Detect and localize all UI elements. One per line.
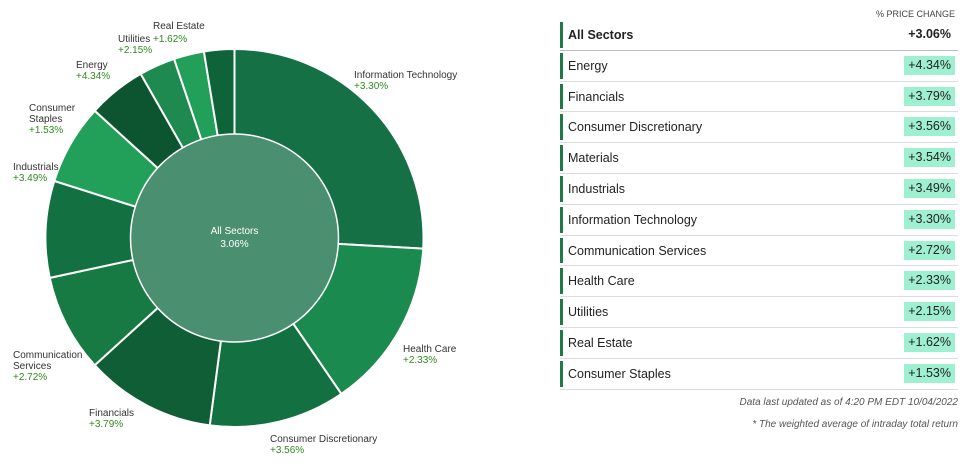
row-accent-bar: [560, 52, 563, 79]
price-change-value: +2.33%: [904, 271, 955, 291]
row-accent-bar: [560, 268, 563, 295]
label-communication-services: Communication Services +2.72%: [13, 350, 82, 383]
price-change-value: +3.06%: [908, 27, 951, 41]
sector-donut-chart: All Sectors 3.06% Information Technology…: [13, 21, 457, 456]
price-change-value: +1.62%: [904, 332, 955, 352]
center-disc[interactable]: [129, 133, 340, 343]
label-information-technology: Information Technology +3.30%: [354, 70, 457, 92]
label-utilities: Utilities +2.15%: [118, 34, 152, 56]
sector-name: Energy: [568, 58, 608, 73]
price-change-value: +3.79%: [904, 86, 955, 106]
sector-table: % PRICE CHANGE All Sectors +3.06% Energy +4…: [560, 8, 958, 390]
sector-name: Utilities: [568, 305, 609, 320]
sector-name: Consumer Discretionary: [568, 120, 703, 135]
price-change-value: +3.56%: [904, 117, 955, 137]
row-accent-bar: [560, 360, 563, 387]
row-accent-bar: [560, 299, 563, 325]
sector-name: Financials: [568, 89, 625, 104]
table-row[interactable]: Utilities +2.15%: [560, 297, 958, 328]
sector-name: Materials: [568, 151, 619, 166]
sector-name: Information Technology: [568, 212, 698, 227]
table-row[interactable]: Consumer Staples +1.53%: [560, 359, 958, 390]
price-change-value: +4.34%: [904, 55, 955, 75]
table-row[interactable]: Financials +3.79%: [560, 82, 958, 113]
table-row[interactable]: Communication Services +2.72%: [560, 236, 958, 267]
row-accent-bar: [560, 175, 563, 202]
row-accent-bar: [560, 145, 563, 171]
label-energy: Energy +4.34%: [76, 60, 110, 82]
sector-name: Real Estate: [568, 335, 633, 350]
sector-name: Consumer Staples: [568, 366, 671, 381]
table-row[interactable]: Real Estate +1.62%: [560, 328, 958, 359]
row-accent-bar: [560, 329, 563, 356]
center-label: All Sectors: [211, 226, 259, 237]
table-row-total[interactable]: All Sectors +3.06%: [560, 20, 958, 51]
price-change-value: +1.53%: [904, 363, 955, 383]
sector-name: Industrials: [568, 181, 625, 196]
table-row[interactable]: Materials +3.54%: [560, 143, 958, 174]
footer: Data last updated as of 4:20 PM EDT 10/0…: [740, 396, 958, 440]
column-header: % PRICE CHANGE: [875, 9, 955, 19]
row-accent-bar: [560, 83, 563, 110]
table-row[interactable]: Industrials +3.49%: [560, 174, 958, 205]
sector-name: Communication Services: [568, 243, 707, 258]
row-accent-bar: [560, 237, 563, 264]
price-change-value: +3.49%: [904, 178, 955, 198]
price-change-value: +2.15%: [904, 302, 955, 322]
label-consumer-discretionary: Consumer Discretionary +3.56%: [270, 434, 377, 456]
table-row[interactable]: Consumer Discretionary +3.56%: [560, 112, 958, 144]
sector-name: Health Care: [568, 274, 635, 289]
label-financials: Financials +3.79%: [89, 408, 134, 430]
row-accent-bar: [560, 114, 563, 141]
price-change-value: +3.30%: [904, 209, 955, 229]
center-value: 3.06%: [220, 239, 248, 250]
table-row[interactable]: Energy +4.34%: [560, 51, 958, 82]
table-row[interactable]: Information Technology +3.30%: [560, 205, 958, 236]
last-updated-text: Data last updated as of 4:20 PM EDT 10/0…: [739, 397, 958, 408]
label-health-care: Health Care +2.33%: [403, 344, 457, 366]
label-consumer-staples: Consumer Staples +1.53%: [29, 103, 76, 136]
footnote-text: * The weighted average of intraday total…: [752, 419, 958, 430]
price-change-value: +2.72%: [904, 240, 955, 260]
sector-name: All Sectors: [568, 28, 634, 42]
row-accent-bar: [560, 206, 563, 233]
row-accent-bar: [560, 22, 563, 48]
label-industrials: Industrials +3.49%: [13, 162, 59, 184]
table-row[interactable]: Health Care +2.33%: [560, 266, 958, 298]
label-real-estate: Real Estate +1.62%: [153, 21, 205, 45]
price-change-value: +3.54%: [904, 148, 955, 168]
